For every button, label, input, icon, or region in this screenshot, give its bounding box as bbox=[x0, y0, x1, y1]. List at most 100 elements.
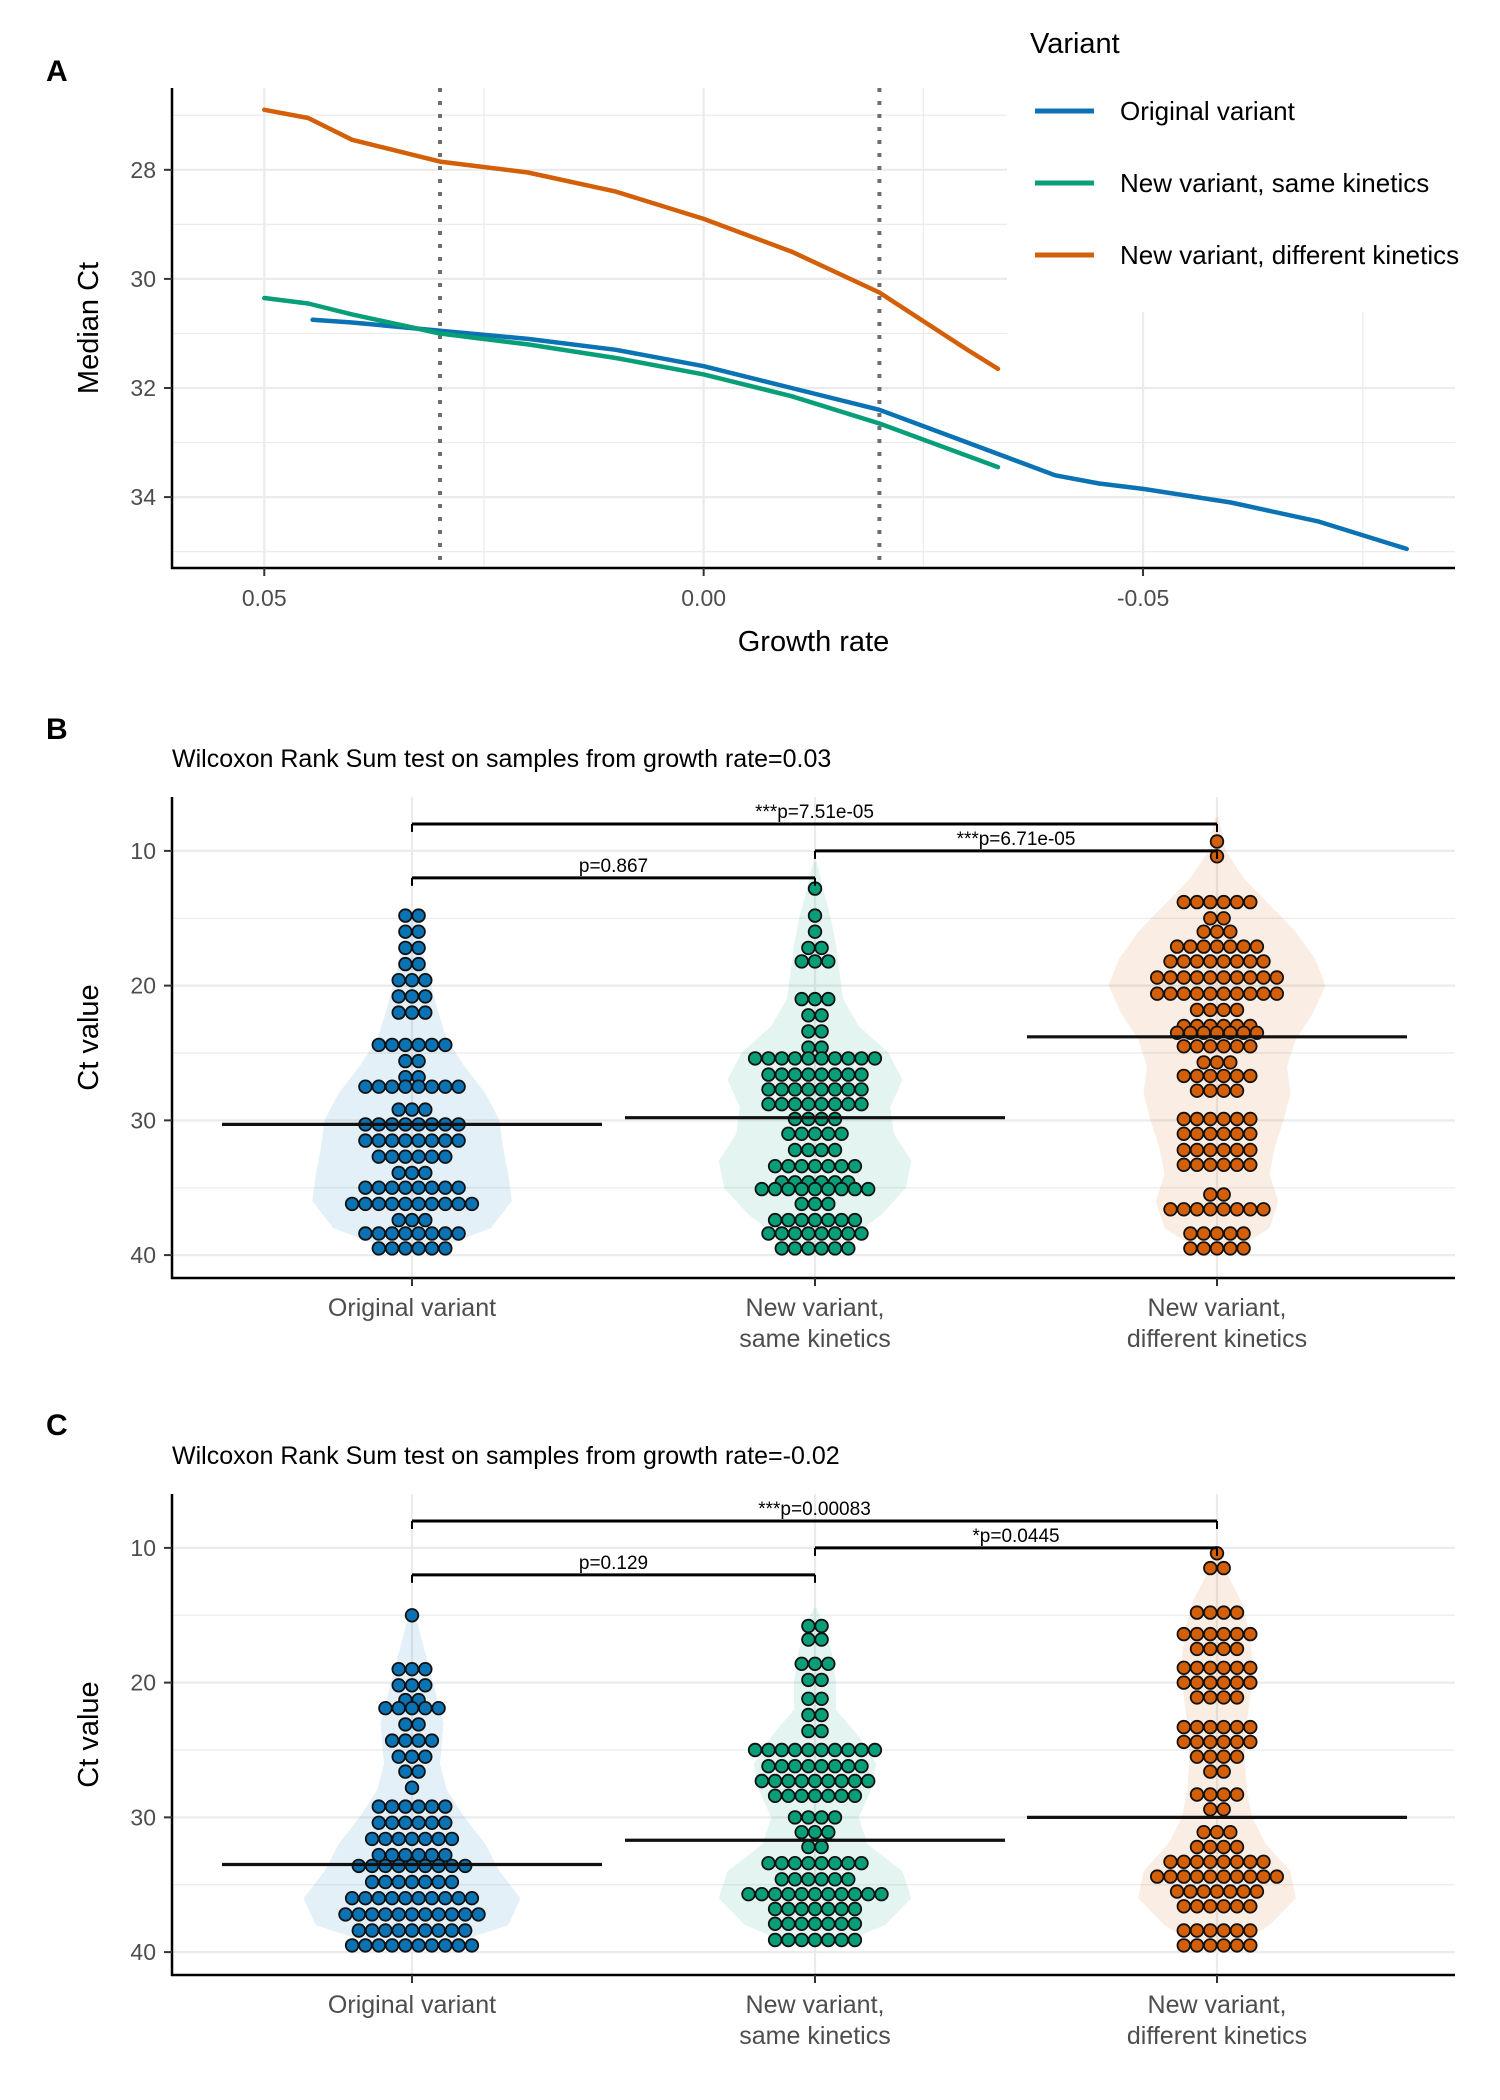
y-axis-title: Ct value bbox=[73, 1681, 105, 1787]
data-point bbox=[344, 1938, 360, 1953]
data-point bbox=[391, 1923, 406, 1938]
data-point bbox=[384, 1180, 400, 1195]
data-point bbox=[391, 1212, 406, 1228]
data-point bbox=[1203, 1157, 1218, 1173]
data-point bbox=[801, 1672, 816, 1688]
data-point bbox=[1189, 1854, 1205, 1870]
data-point bbox=[861, 1773, 876, 1789]
data-point bbox=[1183, 1226, 1198, 1241]
data-point bbox=[787, 1096, 803, 1112]
data-point bbox=[1216, 1734, 1231, 1750]
data-point bbox=[801, 1810, 816, 1825]
data-point bbox=[1216, 1675, 1231, 1690]
data-point bbox=[787, 1226, 803, 1241]
data-point bbox=[1203, 1938, 1218, 1953]
data-point bbox=[1189, 1039, 1205, 1054]
data-point bbox=[1249, 1884, 1265, 1899]
data-point bbox=[391, 1700, 406, 1716]
data-point bbox=[424, 1733, 440, 1748]
data-point bbox=[1236, 939, 1251, 954]
comparison-label-2: *p=0.0445 bbox=[972, 1526, 1059, 1547]
data-point bbox=[384, 1733, 400, 1748]
data-point bbox=[1189, 1690, 1205, 1705]
data-point bbox=[1163, 1854, 1178, 1870]
data-point bbox=[411, 956, 426, 972]
data-point bbox=[391, 1907, 406, 1922]
data-point bbox=[827, 1082, 843, 1097]
data-point bbox=[841, 1742, 856, 1758]
violin-1 bbox=[303, 1608, 521, 1946]
data-point bbox=[1209, 1055, 1225, 1070]
data-point bbox=[841, 1226, 856, 1241]
data-point bbox=[431, 1874, 446, 1890]
data-point bbox=[761, 1855, 776, 1871]
data-point bbox=[1216, 1899, 1231, 1914]
data-point bbox=[424, 1799, 440, 1814]
data-point bbox=[1203, 1719, 1218, 1735]
data-point bbox=[814, 1632, 829, 1647]
data-point bbox=[1216, 970, 1231, 985]
data-point bbox=[1223, 1226, 1238, 1241]
data-point bbox=[1189, 1126, 1205, 1142]
data-point bbox=[1216, 1068, 1231, 1084]
series-line-1 bbox=[310, 317, 1409, 552]
data-point bbox=[787, 1872, 803, 1887]
data-point bbox=[821, 991, 836, 1007]
data-point bbox=[1236, 1884, 1251, 1899]
data-point bbox=[1203, 1787, 1218, 1802]
y-axis-title: Ct value bbox=[73, 984, 105, 1090]
data-point bbox=[1189, 1605, 1205, 1620]
data-point bbox=[794, 1901, 809, 1917]
data-point bbox=[761, 1051, 776, 1066]
data-point bbox=[821, 1901, 836, 1917]
comparison-label-2: ***p=6.71e-05 bbox=[957, 829, 1076, 850]
data-point bbox=[424, 1149, 440, 1164]
data-point bbox=[398, 1764, 413, 1779]
data-point bbox=[1216, 1126, 1231, 1142]
data-point bbox=[438, 1180, 453, 1195]
data-point bbox=[1176, 986, 1192, 1001]
data-point bbox=[411, 1149, 426, 1164]
data-point bbox=[774, 1067, 790, 1082]
panel-a-tag: A bbox=[46, 55, 68, 88]
data-point bbox=[1216, 1083, 1231, 1098]
data-point bbox=[814, 1241, 829, 1256]
data-point bbox=[418, 1661, 433, 1677]
data-point bbox=[418, 1102, 433, 1117]
data-point bbox=[1269, 970, 1285, 985]
data-point bbox=[364, 1907, 380, 1922]
data-point bbox=[438, 1133, 453, 1148]
data-point bbox=[1189, 894, 1205, 910]
violin-2 bbox=[718, 861, 912, 1249]
data-point bbox=[444, 1907, 460, 1922]
comparison-label-3: ***p=0.00083 bbox=[758, 1499, 871, 1520]
data-point bbox=[827, 1051, 843, 1066]
data-point bbox=[1203, 1068, 1218, 1084]
data-point bbox=[431, 1700, 446, 1716]
data-point bbox=[418, 973, 433, 988]
data-point bbox=[1216, 1923, 1231, 1938]
data-point bbox=[404, 989, 420, 1004]
data-point bbox=[1229, 1626, 1245, 1642]
data-point bbox=[398, 1149, 413, 1164]
comparison-label-1: p=0.129 bbox=[579, 1553, 648, 1574]
data-point bbox=[1256, 1854, 1271, 1870]
data-point bbox=[807, 1158, 823, 1174]
data-point bbox=[1189, 1641, 1205, 1657]
data-point bbox=[821, 954, 836, 969]
data-point bbox=[1243, 1126, 1258, 1142]
data-point bbox=[458, 1923, 473, 1938]
data-point bbox=[814, 1024, 829, 1039]
data-point bbox=[1149, 970, 1165, 985]
data-point bbox=[801, 1008, 816, 1023]
data-point bbox=[391, 1005, 406, 1020]
data-point bbox=[411, 1226, 426, 1241]
data-point bbox=[464, 1890, 480, 1906]
y-tick-label: 34 bbox=[130, 484, 156, 510]
data-point bbox=[774, 1872, 790, 1887]
data-point bbox=[787, 1810, 803, 1825]
data-point bbox=[451, 1180, 466, 1195]
data-point bbox=[1229, 1869, 1245, 1884]
data-point bbox=[351, 1907, 367, 1922]
data-point bbox=[384, 1226, 400, 1241]
